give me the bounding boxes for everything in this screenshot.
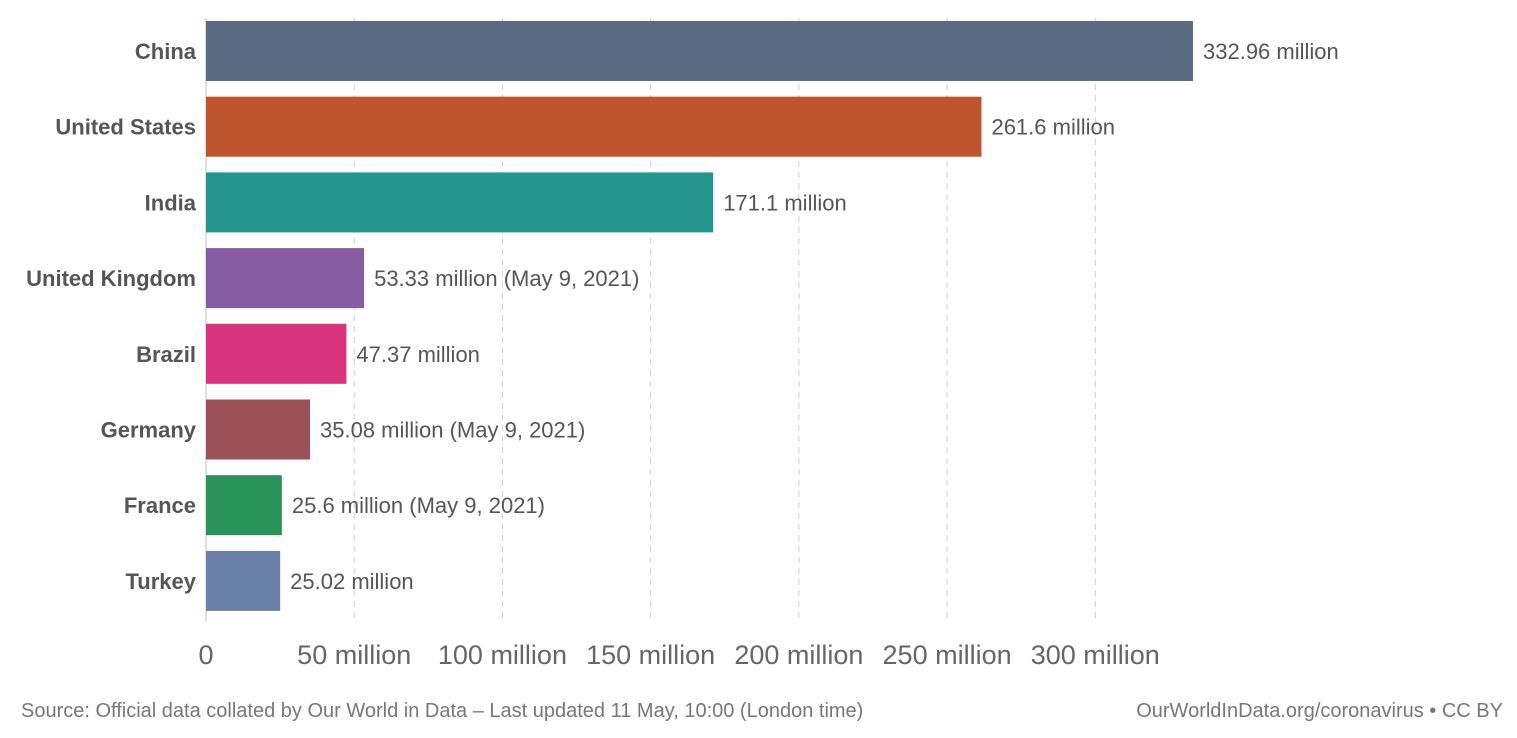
x-tick-label-100: 100 million [438,640,567,670]
category-label-turkey: Turkey [125,569,196,594]
value-labels: 332.96 million 261.6 million 171.1 million… [290,39,1339,594]
category-label-india: India [145,190,197,215]
bars [206,21,1193,611]
value-label-germany: 35.08 million (May 9, 2021) [320,418,585,443]
bar-turkey[interactable] [206,550,281,611]
category-label-germany: Germany [101,418,197,443]
category-label-united-states: United States [55,115,196,140]
attribution-link[interactable]: OurWorldInData.org/coronavirus • CC BY [1136,700,1503,722]
category-labels: China United States India United Kingdom Bra… [26,39,197,594]
x-tick-label-150: 150 million [586,640,715,670]
value-label-france: 25.6 million (May 9, 2021) [292,493,545,518]
bar-china[interactable] [206,21,1193,81]
value-label-united-kingdom: 53.33 million (May 9, 2021) [374,266,639,291]
value-label-united-states: 261.6 million [991,115,1115,140]
bar-united-kingdom[interactable] [206,248,365,309]
value-label-china: 332.96 million [1203,39,1339,64]
category-label-united-kingdom: United Kingdom [26,266,196,291]
source-note: Source: Official data collated by Our Wo… [21,700,864,722]
value-label-india: 171.1 million [723,190,847,215]
x-tick-label-0: 0 [198,640,213,670]
x-tick-label-50: 50 million [297,640,411,670]
bar-india[interactable] [206,172,714,233]
category-label-brazil: Brazil [136,342,196,367]
value-label-turkey: 25.02 million [290,569,414,594]
x-axis-ticks: 0 50 million 100 million 150 million 200 mil… [198,640,1159,670]
value-label-brazil: 47.37 million [356,342,480,367]
category-label-china: China [135,39,197,64]
bar-germany[interactable] [206,399,310,460]
category-label-france: France [124,493,196,518]
bar-united-states[interactable] [206,96,982,157]
bar-brazil[interactable] [206,323,347,384]
bar-france[interactable] [206,475,282,536]
x-tick-label-300: 300 million [1031,640,1160,670]
x-tick-label-250: 250 million [883,640,1012,670]
bar-chart: China United States India United Kingdom Bra… [26,18,1339,670]
x-tick-label-200: 200 million [734,640,863,670]
